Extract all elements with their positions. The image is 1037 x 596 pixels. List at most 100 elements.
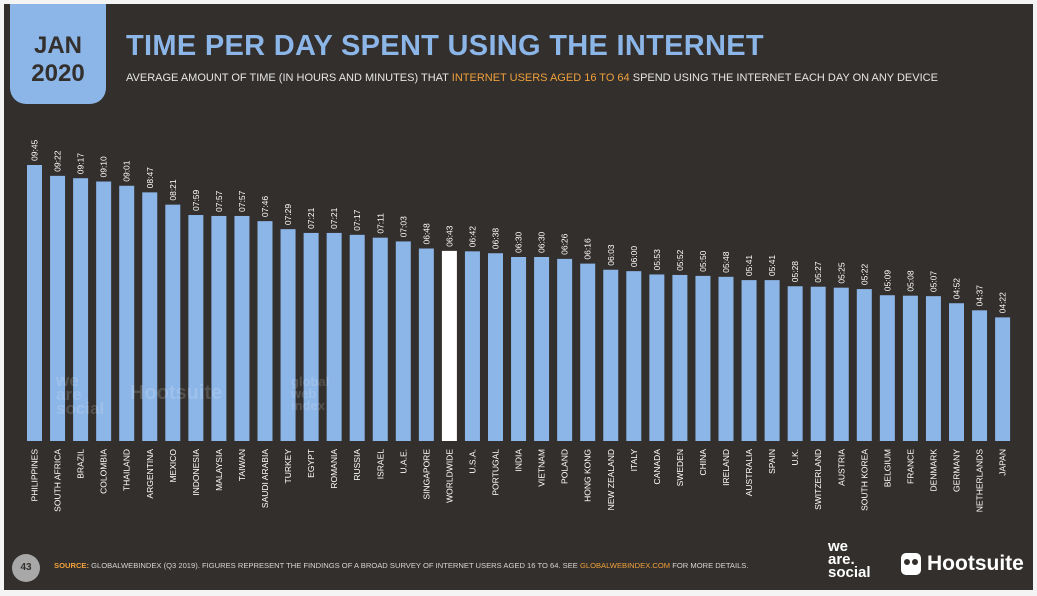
category-label-netherlands: NETHERLANDS <box>975 449 985 513</box>
value-label-spain: 05:41 <box>767 255 777 277</box>
value-label-u-a-e: 07:03 <box>398 216 408 238</box>
bar-chart: 09:45 PHILIPPINES 09:22 SOUTH AFRICA 09:17 BR… <box>27 139 1011 513</box>
source-link[interactable]: GLOBALWEBINDEX.COM <box>579 561 671 570</box>
value-label-egypt: 07:21 <box>306 207 316 229</box>
bar-netherlands <box>972 310 988 441</box>
hootsuite-logo-text: Hootsuite <box>927 552 1024 575</box>
value-label-u-s-a: 06:42 <box>467 226 477 248</box>
value-label-portugal: 06:38 <box>491 228 501 250</box>
category-label-china: CHINA <box>698 449 708 476</box>
value-label-india: 06:30 <box>514 231 524 253</box>
globalwebindex-watermark: global web index <box>291 374 330 413</box>
value-label-worldwide: 06:43 <box>444 225 454 247</box>
bar-australia <box>741 280 757 441</box>
bar-vietnam <box>534 257 550 441</box>
category-label-japan: JAPAN <box>998 449 1008 476</box>
source-end: FOR MORE DETAILS. <box>670 561 749 570</box>
bar-south-africa <box>50 175 66 441</box>
value-label-philippines: 09:45 <box>30 139 40 161</box>
value-label-u-k: 05:28 <box>790 261 800 283</box>
date-badge: JAN 2020 <box>10 4 106 104</box>
value-label-new-zealand: 06:03 <box>606 244 616 266</box>
bar-u-k <box>787 286 803 441</box>
bar-israel <box>372 237 388 441</box>
category-label-colombia: COLOMBIA <box>99 449 109 494</box>
category-label-france: FRANCE <box>905 449 915 484</box>
category-label-u-k: U.K. <box>790 449 800 466</box>
bar-japan <box>995 317 1011 441</box>
category-label-sweden: SWEDEN <box>675 449 685 486</box>
value-label-colombia: 09:10 <box>99 156 109 178</box>
bar-thailand <box>119 185 135 441</box>
category-label-denmark: DENMARK <box>928 449 938 492</box>
category-label-philippines: PHILIPPINES <box>30 449 40 502</box>
value-label-china: 05:50 <box>698 250 708 272</box>
value-label-romania: 07:21 <box>329 207 339 229</box>
bar-philippines <box>27 165 42 441</box>
date-year: 2020 <box>31 60 85 87</box>
we-are-social-logo: we are. social <box>828 538 871 581</box>
bar-new-zealand <box>603 269 619 441</box>
bar-mexico <box>165 204 181 441</box>
bar-brazil <box>73 178 89 441</box>
category-label-austria: AUSTRIA <box>836 449 846 486</box>
category-label-saudi-arabia: SAUDI ARABIA <box>260 449 270 508</box>
value-label-ireland: 05:48 <box>721 251 731 273</box>
value-label-singapore: 06:48 <box>421 223 431 245</box>
we-are-social-watermark: we are social <box>56 371 105 418</box>
category-label-germany: GERMANY <box>952 449 962 492</box>
bar-austria <box>833 287 849 441</box>
owl-icon <box>901 553 921 575</box>
source-text: GLOBALWEBINDEX (Q3 2019). FIGURES REPRES… <box>89 561 580 570</box>
category-label-taiwan: TAIWAN <box>237 449 247 481</box>
subtitle: AVERAGE AMOUNT OF TIME (IN HOURS AND MIN… <box>126 72 938 84</box>
category-label-poland: POLAND <box>560 449 570 484</box>
value-label-brazil: 09:17 <box>76 153 86 175</box>
category-label-brazil: BRAZIL <box>76 449 86 479</box>
category-label-romania: ROMANIA <box>329 449 339 489</box>
bar-italy <box>626 271 642 441</box>
bar-ireland <box>718 276 734 441</box>
hootsuite-logo: Hootsuite <box>901 552 1024 576</box>
category-label-spain: SPAIN <box>767 449 777 474</box>
value-label-argentina: 08:47 <box>145 167 155 189</box>
value-label-france: 05:08 <box>905 270 915 292</box>
bar-canada <box>649 274 665 441</box>
bar-switzerland <box>810 286 826 441</box>
value-label-italy: 06:00 <box>629 246 639 268</box>
value-label-vietnam: 06:30 <box>537 231 547 253</box>
value-label-israel: 07:11 <box>375 213 385 234</box>
bar-saudi-arabia <box>257 221 273 441</box>
bar-france <box>902 295 918 441</box>
value-label-hong-kong: 06:16 <box>583 238 593 260</box>
value-label-mexico: 08:21 <box>168 179 178 201</box>
bar-sweden <box>672 274 688 441</box>
category-label-south-africa: SOUTH AFRICA <box>53 449 63 512</box>
value-label-russia: 07:17 <box>352 209 362 231</box>
value-label-belgium: 05:09 <box>882 270 892 292</box>
category-label-switzerland: SWITZERLAND <box>813 449 823 510</box>
category-label-u-s-a: U.S.A. <box>467 449 477 474</box>
bar-colombia <box>96 181 112 441</box>
category-label-thailand: THAILAND <box>122 449 132 491</box>
category-label-malaysia: MALAYSIA <box>214 449 224 491</box>
value-label-taiwan: 07:57 <box>237 190 247 212</box>
bar-singapore <box>418 248 434 441</box>
category-label-india: INDIA <box>514 449 524 472</box>
value-label-turkey: 07:29 <box>283 204 293 226</box>
value-label-denmark: 05:07 <box>928 271 938 293</box>
bar-taiwan <box>234 215 250 441</box>
category-label-u-a-e: U.A.E. <box>398 449 408 474</box>
value-label-austria: 05:25 <box>836 262 846 284</box>
source-note: SOURCE: GLOBALWEBINDEX (Q3 2019). FIGURE… <box>54 561 748 570</box>
value-label-south-africa: 09:22 <box>53 150 63 172</box>
bar-denmark <box>925 296 941 441</box>
bar-belgium <box>879 295 895 441</box>
bar-portugal <box>488 253 503 441</box>
category-label-israel: ISRAEL <box>375 449 385 480</box>
category-label-mexico: MEXICO <box>168 449 178 483</box>
date-month: JAN <box>33 32 82 59</box>
value-label-germany: 04:52 <box>952 278 962 300</box>
bar-romania <box>326 232 342 441</box>
value-label-malaysia: 07:57 <box>214 190 224 212</box>
